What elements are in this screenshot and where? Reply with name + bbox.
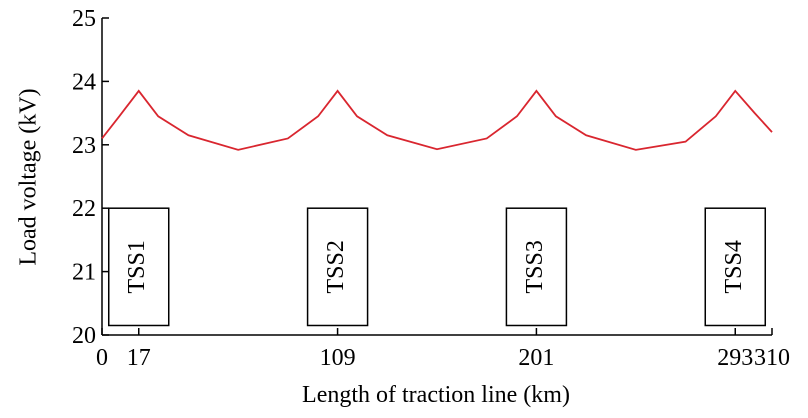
x-tick-label: 310 [754,345,790,371]
line [101,89,773,151]
substation-box [107,207,170,327]
x-tick-label: 0 [96,345,108,371]
substation-label: TSS1 [124,240,150,293]
y-tick-label: 25 [72,6,96,32]
substation-box [306,207,369,327]
y-tick-label: 20 [72,323,96,349]
x-tick-label: 293 [717,345,753,371]
y-tick-label: 21 [72,260,96,286]
x-axis-label: Length of traction line (km) [302,382,570,408]
substation-label: TSS3 [522,240,548,293]
x-tick-label: 17 [127,345,151,371]
substation-box [505,207,568,327]
y-axis-label: Load voltage (kV) [16,88,42,265]
substation-box [704,207,767,327]
substation-label: TSS2 [323,240,349,293]
y-tick-label: 22 [72,196,96,222]
y-tick-label: 24 [72,69,96,95]
x-tick-label: 109 [320,345,356,371]
y-tick-label: 23 [72,133,96,159]
x-tick-label: 201 [518,345,554,371]
substation-label: TSS4 [721,240,747,293]
